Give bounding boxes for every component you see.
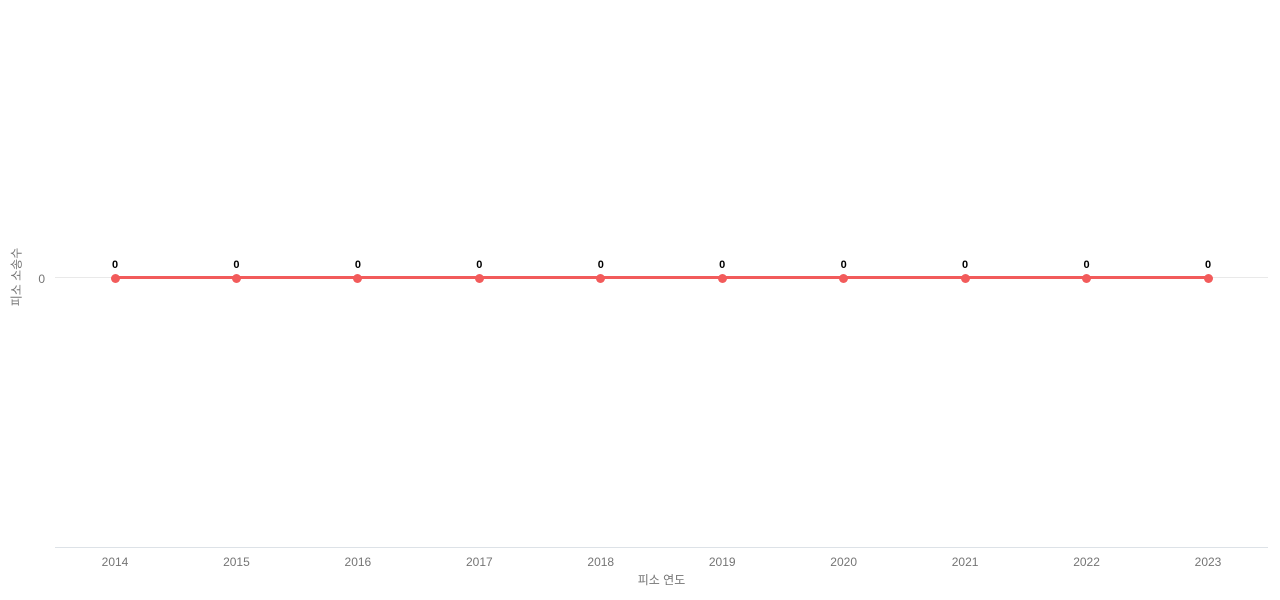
data-point-marker[interactable] [474, 273, 484, 283]
data-point-label: 0 [962, 259, 969, 271]
data-point-marker[interactable] [717, 273, 727, 283]
x-axis-tick: 2016 [344, 555, 372, 569]
y-axis-tick-zero: 0 [38, 272, 45, 286]
data-point-label: 0 [1204, 259, 1212, 271]
data-point-marker[interactable] [110, 273, 120, 283]
data-point-label: 0 [354, 259, 361, 271]
x-axis-line [55, 547, 1268, 548]
data-point-marker[interactable] [1082, 273, 1092, 283]
data-point-label: 0 [597, 259, 604, 271]
data-point-marker[interactable] [1203, 273, 1213, 283]
x-axis-tick: 2018 [587, 555, 615, 569]
data-point-label: 0 [719, 259, 726, 271]
data-point-label: 0 [476, 259, 483, 271]
data-point-marker[interactable] [596, 273, 606, 283]
data-point-marker[interactable] [960, 273, 970, 283]
x-axis-tick: 2019 [708, 555, 736, 569]
x-axis-tick: 2020 [830, 555, 857, 569]
x-axis-tick: 2017 [465, 555, 493, 569]
data-point-marker[interactable] [353, 273, 363, 283]
x-axis-tick: 2022 [1073, 555, 1100, 569]
x-axis-tick: 2023 [1194, 555, 1222, 569]
data-point-label: 0 [840, 259, 847, 271]
x-axis-tick: 2015 [223, 555, 250, 569]
data-point-label: 0 [1083, 259, 1090, 271]
data-point-marker[interactable] [231, 273, 241, 283]
x-axis-tick: 2014 [101, 555, 129, 569]
data-point-label: 0 [233, 259, 240, 271]
data-point-label: 0 [111, 259, 119, 271]
series-line [115, 276, 1208, 279]
x-axis-title: 피소 연도 [637, 573, 686, 587]
x-axis-tick: 2021 [951, 555, 979, 569]
data-point-marker[interactable] [839, 273, 849, 283]
